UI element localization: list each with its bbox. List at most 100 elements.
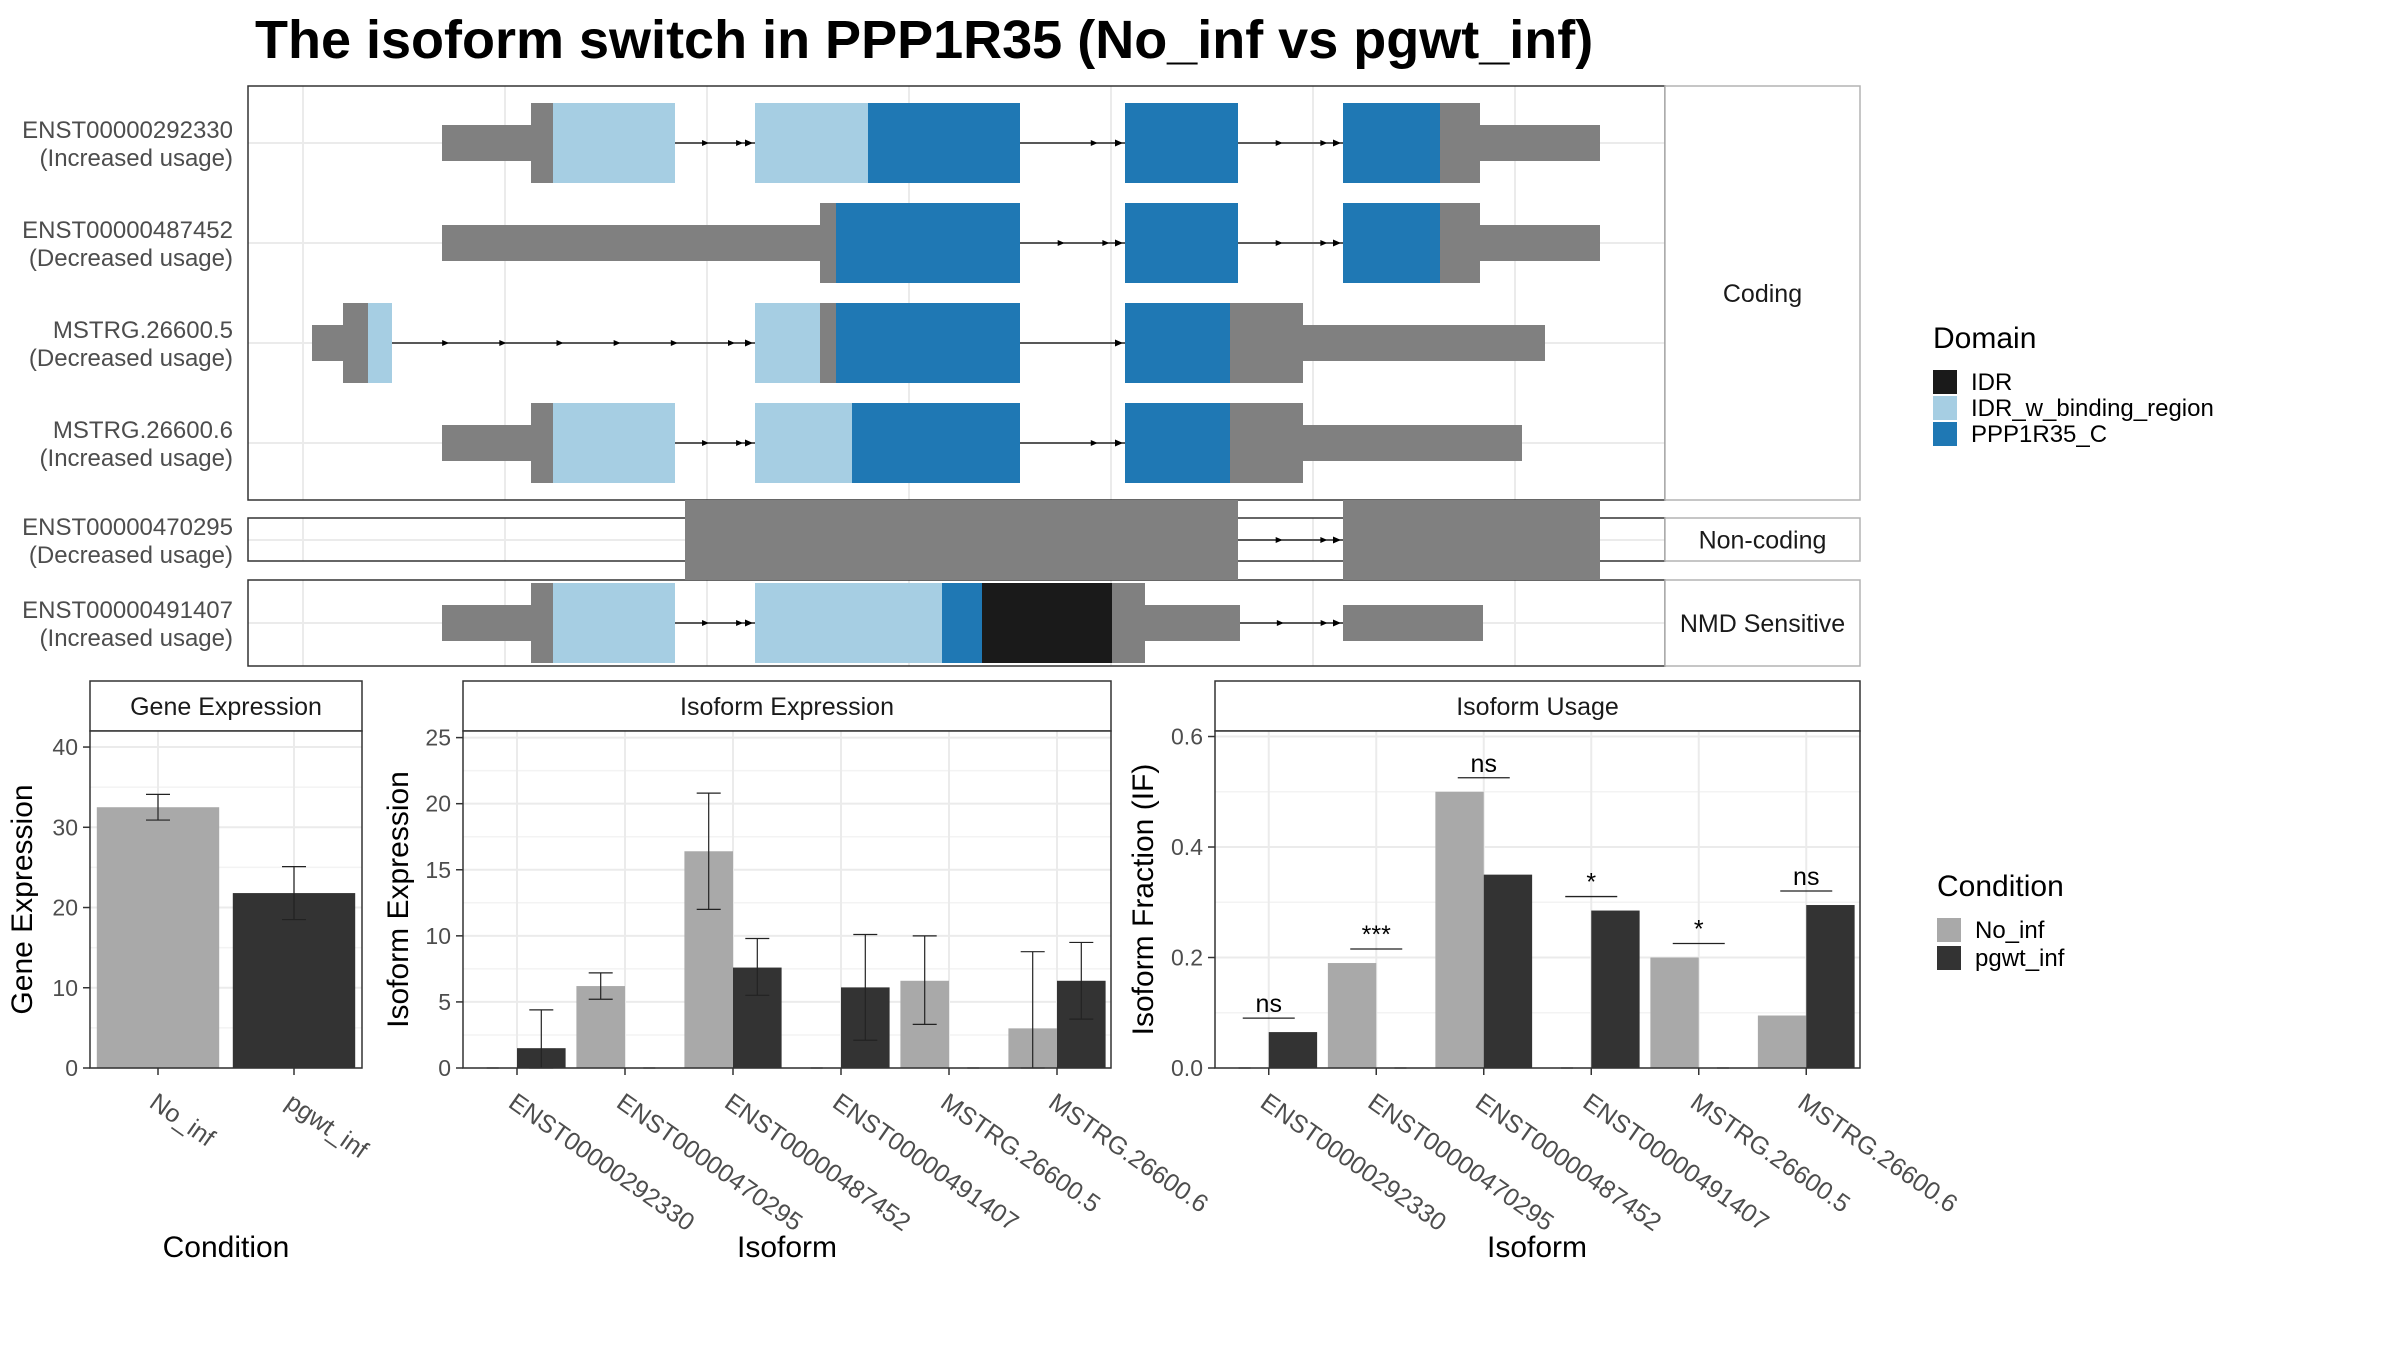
exon-segment-utr (442, 605, 531, 641)
y-tick-label: 10 (52, 975, 78, 1001)
exon-segment-idr-w-binding-region (553, 103, 675, 183)
chart-title: Isoform Expression (680, 693, 894, 721)
isoform-row-enst00000491407: ENST00000491407(Increased usage) (22, 583, 1483, 663)
significance-label: *** (1362, 921, 1391, 949)
exon-segment-utr (442, 425, 531, 461)
exon-segment-ppp1r35-c (852, 403, 1020, 483)
plot-background (463, 731, 1111, 1068)
x-tick-label: ENST00000292330 (504, 1088, 700, 1237)
exon-segment-utr (1230, 403, 1303, 483)
exon-segment-utr (531, 583, 553, 663)
bar (96, 807, 220, 1068)
intron-arrow (736, 620, 744, 626)
isoform-expression-chart: Isoform Expression 0 5 10 15 20 25 ENST00000292… (382, 680, 1213, 1264)
significance-label: ns (1793, 863, 1819, 891)
exon-segment-utr (442, 125, 531, 161)
facet-strip (1214, 680, 1861, 732)
intron-arrow (1275, 140, 1283, 146)
x-axis-title: Isoform (737, 1231, 837, 1264)
exon-segment-utr (531, 103, 553, 183)
exon-segment-utr (1343, 500, 1600, 580)
exon-segment-idr-w-binding-region (755, 103, 868, 183)
intron-arrow (702, 620, 710, 626)
intron-arrow (1333, 139, 1341, 147)
intron-arrow (1102, 240, 1110, 246)
plot-frame (462, 730, 1112, 1069)
exon-segment-utr (1480, 125, 1600, 161)
intron-arrow (1090, 140, 1098, 146)
y-tick-label: 10 (425, 923, 451, 949)
plot-background (1215, 731, 1860, 1068)
legend-title: Domain (1933, 322, 2036, 355)
panel-strip-label: Coding (1723, 280, 1802, 308)
intron-arrow (1276, 620, 1284, 626)
exon-segment-utr (1440, 103, 1480, 183)
x-tick-label: No_inf (145, 1088, 220, 1152)
exon-segment-ppp1r35-c (1343, 103, 1440, 183)
intron-arrow (702, 140, 710, 146)
y-axis-title: Isoform Fraction (IF) (1127, 764, 1160, 1036)
y-tick-label: 0.4 (1171, 834, 1203, 860)
x-tick-label: ENST00000487452 (1470, 1088, 1666, 1237)
exon-segment-ppp1r35-c (1125, 103, 1238, 183)
y-tick-label: 0.6 (1171, 724, 1203, 750)
exon-segment-utr (820, 303, 836, 383)
bar (1435, 791, 1484, 1068)
exon-segment-utr (1303, 425, 1522, 461)
isoform-id-label: MSTRG.26600.5 (53, 317, 233, 344)
legend-item-label: pgwt_inf (1975, 945, 2065, 972)
y-tick-label: 0.0 (1171, 1055, 1203, 1081)
bar (1757, 1015, 1807, 1068)
facet-strip (89, 680, 363, 732)
intron-arrow (1320, 240, 1328, 246)
exon-segment-utr (531, 403, 553, 483)
intron-arrow (556, 340, 564, 346)
intron-arrow (1115, 439, 1123, 447)
intron-arrow (736, 140, 744, 146)
x-tick-label: pgwt_inf (281, 1088, 373, 1164)
exon-segment-utr (442, 225, 820, 261)
y-tick-label: 5 (438, 989, 451, 1015)
gene-expression-chart: Gene Expression 0 10 20 30 40 No_inf pgwt_inf Ge… (6, 680, 373, 1264)
exon-segment-ppp1r35-c (1125, 303, 1230, 383)
x-tick-label: ENST00000487452 (720, 1088, 916, 1237)
panel-strip (1664, 517, 1861, 562)
exon-segment-utr (1145, 605, 1240, 641)
intron-arrow (745, 619, 753, 627)
bar (1591, 910, 1640, 1068)
exon-segment-utr (1112, 583, 1145, 663)
bar (1327, 963, 1377, 1068)
facet-strip (462, 680, 1112, 732)
legend-swatch (1933, 396, 1957, 420)
y-tick-label: 20 (52, 895, 78, 921)
legend-item-label: No_inf (1975, 917, 2045, 944)
legend-swatch (1937, 918, 1961, 942)
y-tick-label: 30 (52, 814, 78, 840)
isoform-id-label: MSTRG.26600.6 (53, 417, 233, 444)
y-axis-title: Gene Expression (6, 784, 39, 1014)
bar (1483, 874, 1533, 1068)
isoform-usage-label: (Increased usage) (40, 625, 233, 652)
legend-swatch (1933, 422, 1957, 446)
intron-arrow (1057, 240, 1065, 246)
significance-label: ns (1256, 990, 1282, 1018)
exon-segment-utr (312, 325, 343, 361)
exon-segment-ppp1r35-c (836, 303, 1020, 383)
panel-strip (1664, 579, 1861, 667)
exon-segment-utr (1440, 203, 1480, 283)
isoform-row-enst00000470295: ENST00000470295(Decreased usage) (22, 500, 1600, 580)
exon-segment-idr-w-binding-region (553, 583, 675, 663)
isoform-usage-label: (Decreased usage) (29, 345, 233, 372)
exon-segment-utr (1230, 303, 1303, 383)
intron-arrow (702, 440, 710, 446)
intron-arrow (1115, 339, 1123, 347)
legend-swatch (1937, 946, 1961, 970)
x-tick-label: ENST00000292330 (1255, 1088, 1451, 1237)
panel-strip (1664, 85, 1861, 501)
x-tick-label: ENST00000491407 (828, 1088, 1024, 1237)
bar (1806, 905, 1855, 1068)
isoform-id-label: ENST00000487452 (22, 217, 233, 244)
exon-segment-ppp1r35-c (1343, 203, 1440, 283)
intron-arrow (1115, 139, 1123, 147)
